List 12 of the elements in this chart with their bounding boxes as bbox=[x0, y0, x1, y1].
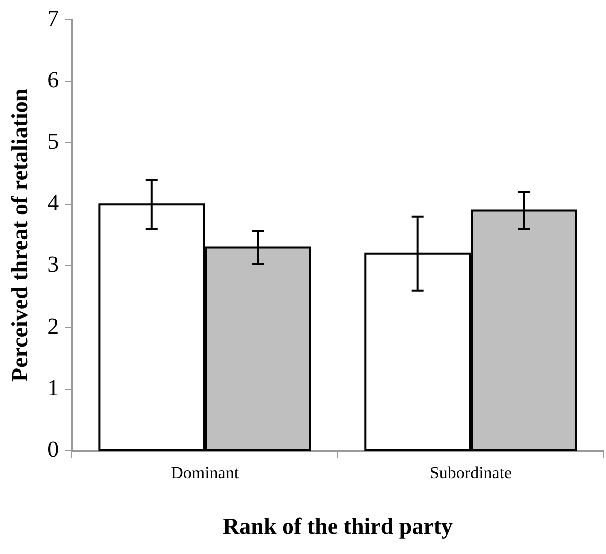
y-tick-label: 1 bbox=[48, 375, 60, 400]
y-axis-title: Perceived threat of retaliation bbox=[8, 88, 33, 382]
y-tick-label: 0 bbox=[48, 437, 60, 462]
y-tick-label: 5 bbox=[48, 129, 60, 154]
y-tick-label: 7 bbox=[48, 6, 60, 31]
x-axis-title: Rank of the third party bbox=[223, 514, 454, 540]
y-tick-label: 6 bbox=[48, 67, 60, 92]
y-tick-label: 2 bbox=[48, 314, 60, 339]
y-tick-label: 4 bbox=[48, 190, 60, 216]
y-tick-label: 3 bbox=[48, 252, 60, 278]
x-tick-label: Dominant bbox=[171, 464, 240, 483]
x-tick-label: Subordinate bbox=[430, 464, 512, 483]
